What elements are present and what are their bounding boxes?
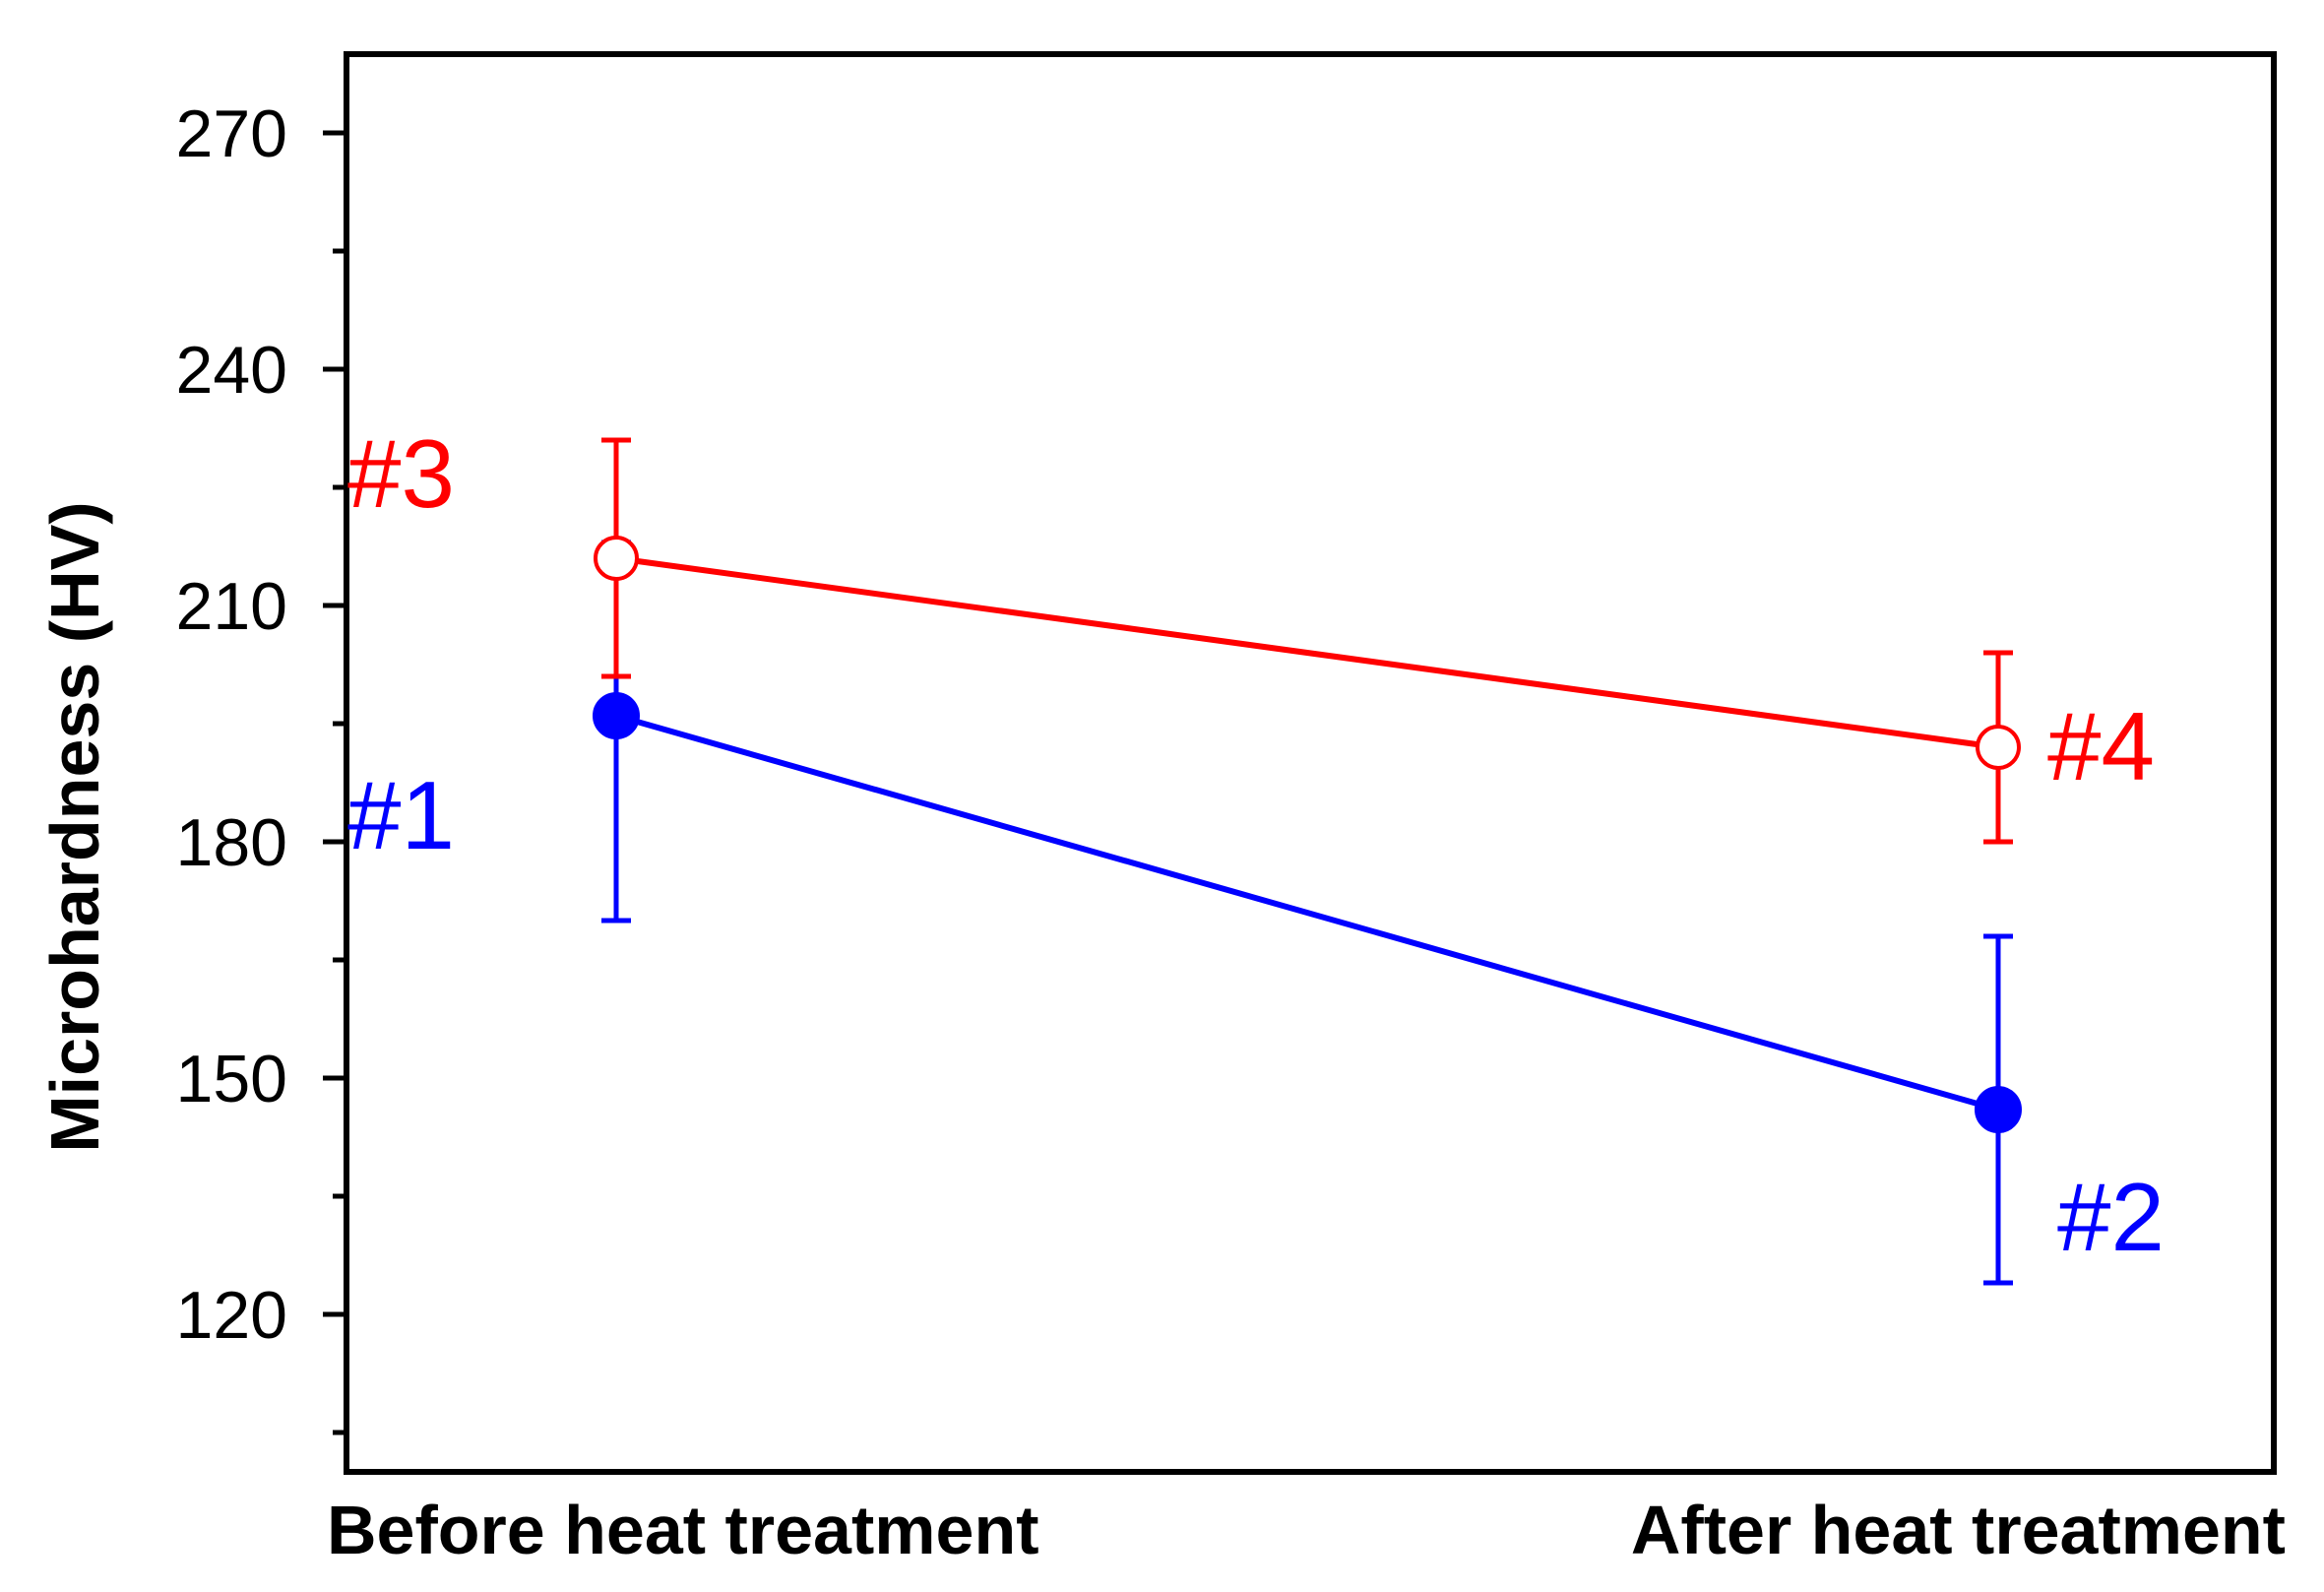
y-tick-label: 210 (176, 569, 287, 644)
plot-frame (344, 51, 2277, 1475)
data-point (1975, 1086, 2022, 1133)
data-point (593, 692, 640, 739)
data-point (1976, 725, 2021, 770)
series-line (637, 558, 1978, 747)
data-point (594, 536, 639, 581)
y-tick-label: 240 (176, 333, 287, 408)
y-tick-label: 180 (176, 805, 287, 880)
y-axis-title: Microhardness (HV) (36, 501, 113, 1152)
point-label: #2 (2057, 1163, 2165, 1271)
point-label: #3 (347, 419, 455, 528)
x-category-label-before: Before heat treatment (327, 1492, 1039, 1568)
series-2: #3 #4 (347, 419, 2155, 845)
y-tick-label: 150 (176, 1042, 287, 1116)
series-1: #1 #2 (347, 540, 2165, 1286)
y-tick-label: 270 (176, 96, 287, 171)
point-label: #1 (347, 761, 455, 869)
series-layer: #1 #2 #3 #4 (347, 419, 2165, 1286)
x-category-label-after: After heat treatment (1631, 1492, 2286, 1568)
series-line (636, 719, 1979, 1107)
y-axis-ticks: 120 150 180 210 240 270 (176, 96, 346, 1435)
y-tick-label: 120 (176, 1278, 287, 1353)
point-label: #4 (2047, 692, 2155, 800)
